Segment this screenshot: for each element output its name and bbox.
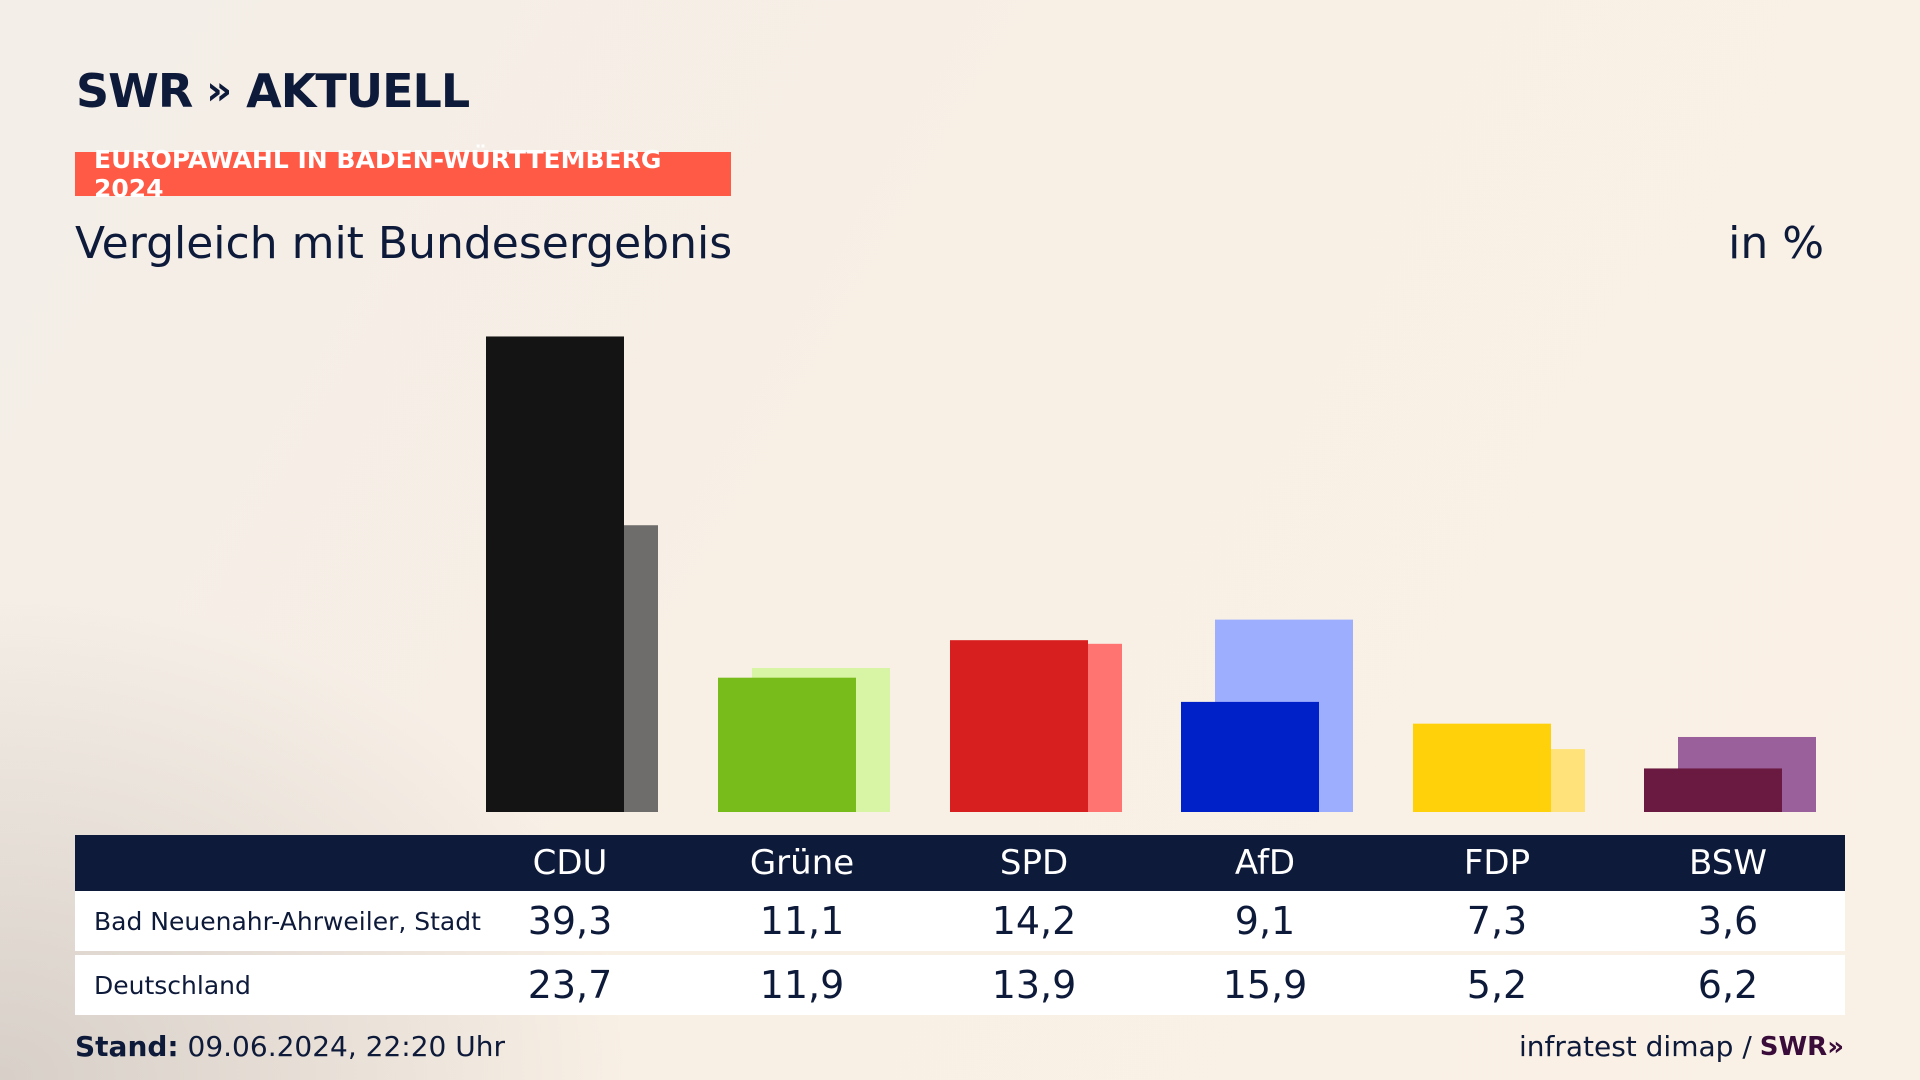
bar-chart bbox=[486, 336, 1816, 812]
table-cell: 11,1 bbox=[759, 899, 845, 943]
table-cell: 14,2 bbox=[991, 899, 1077, 943]
row-label: Bad Neuenahr-Ahrweiler, Stadt bbox=[94, 906, 481, 936]
table-cell: 9,1 bbox=[1234, 899, 1296, 943]
results-table: CDU Grüne SPD AfD FDP BSW Bad Neuenahr-Ahrwei… bbox=[75, 835, 1845, 1015]
bar-stadt-afd bbox=[1181, 701, 1319, 812]
unit-label: in % bbox=[1728, 218, 1824, 269]
table-cell: 15,9 bbox=[1222, 963, 1308, 1007]
logo-swr: SWR bbox=[76, 64, 193, 118]
table-cell: 23,7 bbox=[527, 963, 613, 1007]
stand-value: 09.06.2024, 22:20 Uhr bbox=[187, 1030, 505, 1063]
bar-stadt-fdp bbox=[1413, 723, 1551, 812]
column-header-afd: AfD bbox=[1234, 843, 1296, 883]
source-swr-logo: SWR» bbox=[1759, 1031, 1844, 1062]
column-header-spd: SPD bbox=[999, 843, 1069, 883]
column-header-cdu: CDU bbox=[532, 843, 608, 883]
bar-stadt-spd bbox=[950, 640, 1088, 812]
table-cell: 6,2 bbox=[1697, 963, 1759, 1007]
bar-stadt-bsw bbox=[1644, 768, 1782, 812]
bar-stadt-cdu bbox=[486, 336, 624, 812]
table-cell: 39,3 bbox=[527, 899, 613, 943]
chart-subtitle: Vergleich mit Bundesergebnis bbox=[75, 218, 733, 269]
logo-aktuell: AKTUELL bbox=[246, 64, 470, 118]
source-text: infratest dimap / bbox=[1518, 1030, 1752, 1063]
table-row: Bad Neuenahr-Ahrweiler, Stadt 39,3 11,1 14… bbox=[75, 891, 1845, 951]
table-cell: 5,2 bbox=[1466, 963, 1528, 1007]
table-header: CDU Grüne SPD AfD FDP BSW bbox=[75, 835, 1845, 891]
column-header-fdp: FDP bbox=[1463, 843, 1531, 883]
source-credit: infratest dimap / SWR» bbox=[1519, 1030, 1844, 1063]
column-header-gr-ne: Grüne bbox=[749, 843, 855, 883]
row-label: Deutschland bbox=[94, 970, 251, 1000]
timestamp: Stand: 09.06.2024, 22:20 Uhr bbox=[75, 1030, 505, 1063]
table-row: Deutschland 23,7 11,9 13,9 15,9 5,2 6,2 bbox=[75, 955, 1845, 1015]
bar-stadt-gr-ne bbox=[718, 677, 856, 812]
table-cell: 13,9 bbox=[991, 963, 1077, 1007]
stand-label: Stand: bbox=[75, 1030, 179, 1063]
election-badge: EUROPAWAHL IN BADEN-WÜRTTEMBERG 2024 bbox=[75, 145, 731, 203]
column-header-bsw: BSW bbox=[1689, 843, 1767, 883]
swr-aktuell-logo: SWR » AKTUELL bbox=[76, 64, 470, 118]
table-cell: 7,3 bbox=[1466, 899, 1528, 943]
table-cell: 11,9 bbox=[759, 963, 845, 1007]
table-cell: 3,6 bbox=[1697, 899, 1759, 943]
